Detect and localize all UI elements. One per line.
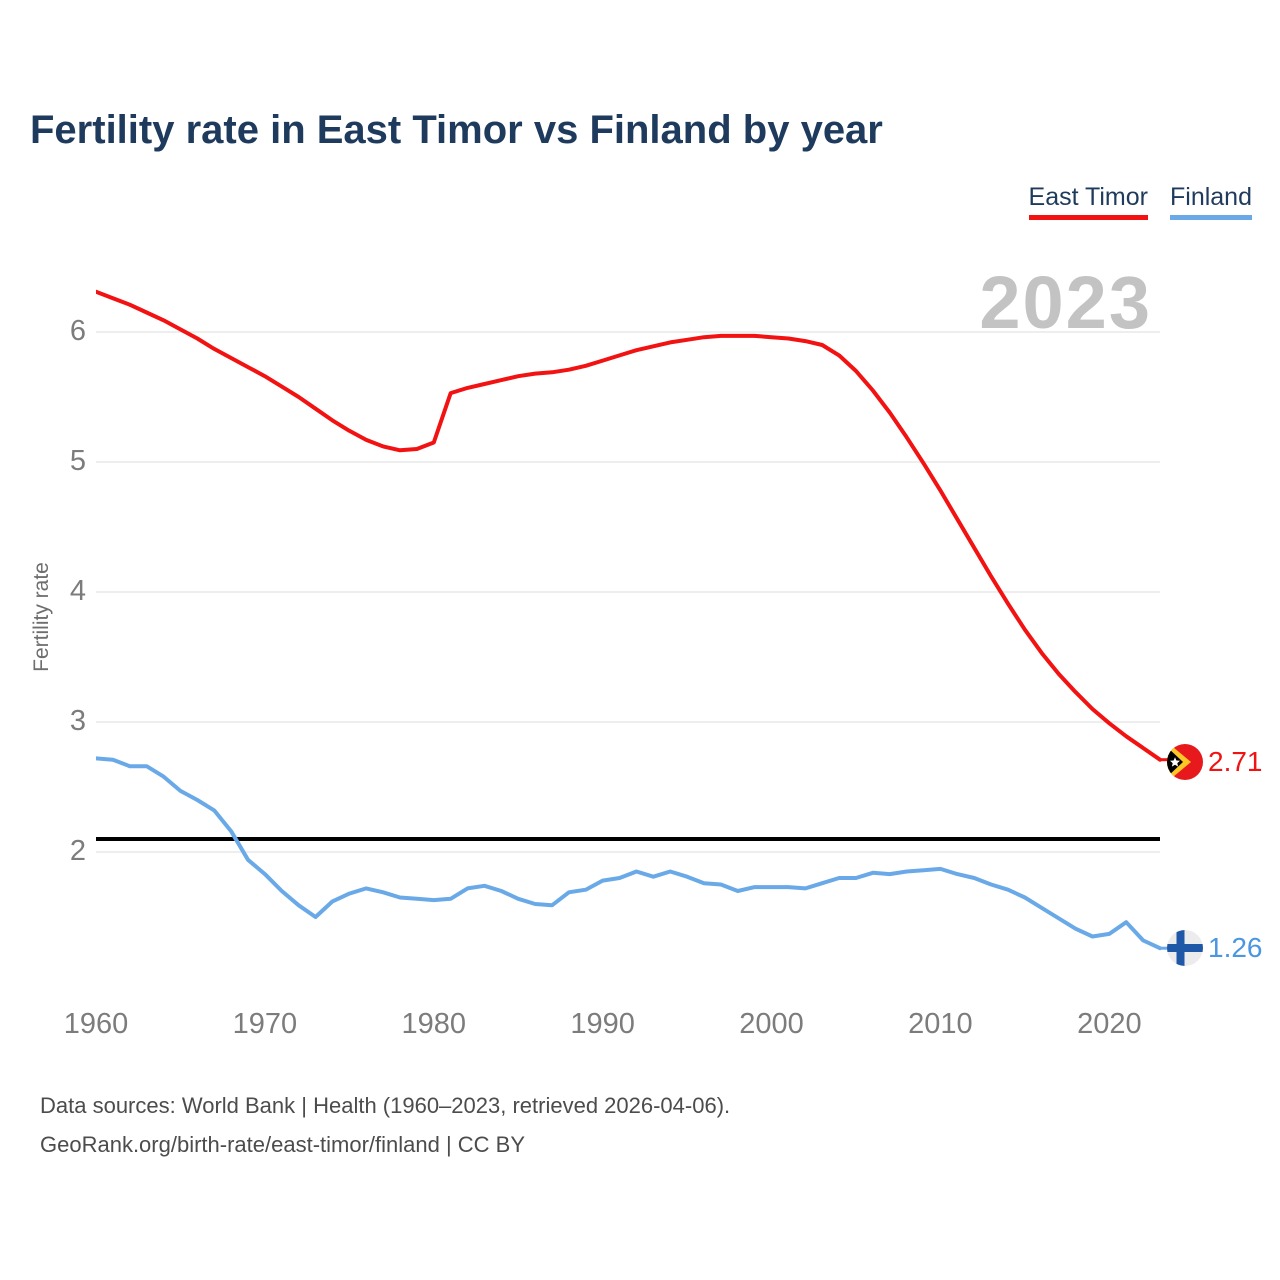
chart-plot-area[interactable]: [96, 270, 1176, 990]
x-tick-label: 2010: [908, 1008, 973, 1040]
legend: East Timor Finland: [1028, 183, 1252, 220]
data-source-note: Data sources: World Bank | Health (1960–…: [40, 1086, 730, 1164]
legend-item-east-timor[interactable]: East Timor: [1028, 183, 1148, 220]
y-tick-label: 5: [69, 445, 86, 477]
year-watermark: 2023: [979, 261, 1152, 344]
finland-end-value: 1.26: [1208, 932, 1263, 963]
source-line-2[interactable]: GeoRank.org/birth-rate/east-timor/finlan…: [40, 1132, 526, 1157]
x-tick-label: 2000: [739, 1008, 804, 1040]
page-title: Fertility rate in East Timor vs Finland …: [30, 108, 883, 152]
source-line-1: Data sources: World Bank | Health (1960–…: [40, 1093, 731, 1118]
y-tick-label: 6: [69, 315, 86, 347]
x-tick-label: 2020: [1077, 1008, 1142, 1040]
finland-flag-icon: [1167, 930, 1203, 966]
x-tick-label: 1970: [232, 1008, 298, 1040]
x-tick-label: 1980: [401, 1008, 467, 1040]
y-tick-label: 3: [69, 705, 86, 737]
legend-item-finland[interactable]: Finland: [1170, 183, 1252, 220]
east-timor-flag-icon: [1167, 744, 1203, 780]
y-tick-label: 4: [69, 575, 86, 607]
x-tick-label: 1990: [570, 1008, 635, 1040]
y-tick-label: 2: [69, 835, 86, 867]
east-timor-end-value: 2.71: [1208, 746, 1263, 777]
y-axis-title: Fertility rate: [30, 562, 53, 672]
x-tick-label: 1960: [63, 1008, 129, 1040]
